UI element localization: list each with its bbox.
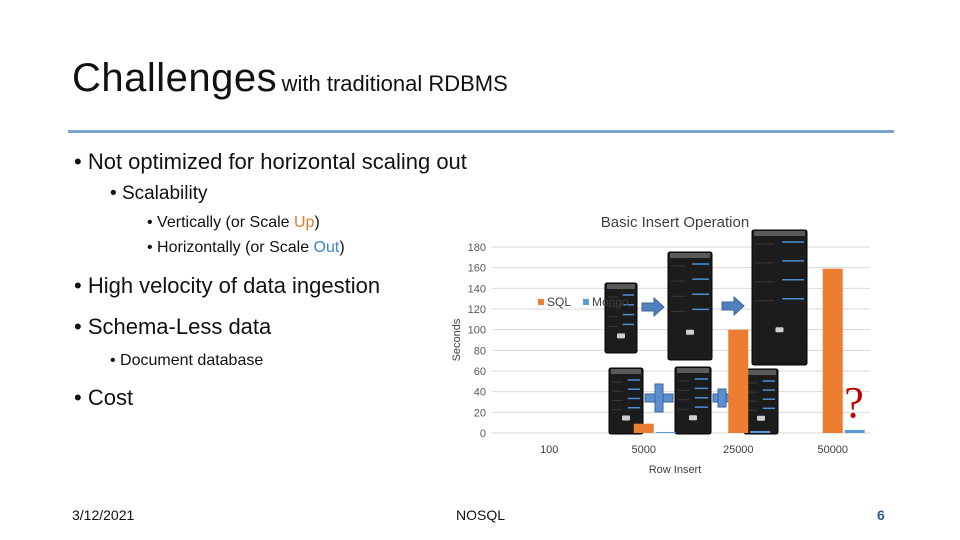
bar-mongo [844, 429, 865, 433]
bullet-cost-text: Cost [87, 385, 134, 410]
x-tick-label: 100 [540, 444, 558, 456]
x-tick-label: 25000 [723, 444, 754, 456]
server-body [751, 229, 808, 366]
y-tick-label: 0 [480, 428, 486, 440]
bullet-velocity-text: High velocity of data ingestion [87, 273, 381, 298]
bullet-scalability-text: Scalability [121, 183, 208, 204]
y-tick-label: 120 [468, 304, 486, 316]
server-badge [757, 415, 765, 421]
bullet-document-text: Document database [120, 352, 264, 369]
bullet-schema: • Schema-Less data [74, 314, 272, 339]
server-top [677, 368, 709, 373]
bullet-cost: • Cost [74, 385, 134, 410]
chart-title: Basic Insert Operation [601, 214, 749, 231]
plus-v [654, 383, 664, 413]
server-badge [617, 333, 625, 339]
server-top [746, 370, 776, 375]
bar-sql [822, 268, 843, 433]
title-main: Challenges [72, 56, 278, 100]
server-badge [775, 327, 784, 333]
server-badge [622, 415, 630, 421]
page-number: 6 [877, 507, 885, 523]
server-icon [751, 229, 808, 366]
server-icon [674, 366, 712, 435]
arrow-right-icon [721, 295, 745, 317]
legend: SQL Mongo [538, 295, 629, 309]
plus-v [717, 388, 727, 408]
bar-sql [728, 329, 749, 433]
server-body [674, 366, 712, 435]
y-tick-label: 180 [468, 242, 486, 254]
server-icon [608, 367, 644, 435]
legend-label: Mongo [592, 295, 629, 309]
server-badge [686, 329, 694, 335]
horizontal-close: ) [339, 239, 345, 256]
arrow-shape [641, 296, 665, 318]
bullet-schema-text: Schema-Less data [87, 314, 272, 339]
insert-chart: Basic Insert Operation 0 20 40 60 80 100 120 140… [451, 214, 870, 476]
legend-label: SQL [547, 295, 571, 309]
bullet-horizontal: • Horizontally (or Scale Out) [147, 239, 345, 256]
footer-date: 3/12/2021 [72, 507, 135, 523]
vertical-highlight: Up [293, 214, 315, 231]
server-icon [743, 368, 779, 435]
vertical-text: Vertically (or Scale [157, 214, 294, 231]
bar-mongo [750, 430, 771, 433]
server-top [670, 253, 710, 258]
server-body [667, 251, 713, 361]
annotation-question: ? [844, 378, 864, 427]
bar-mongo [655, 431, 676, 433]
y-tick-label: 160 [468, 263, 486, 275]
bullet-horizontal-text: Not optimized for horizontal scaling out [87, 149, 467, 174]
x-tick-label: 5000 [632, 444, 656, 456]
server-icon [667, 251, 713, 361]
bullet-vertical: • Vertically (or Scale Up) [147, 214, 320, 231]
y-tick-label: 20 [474, 407, 486, 419]
bullet-scalability: • Scalability [110, 183, 208, 204]
bullet-velocity: • High velocity of data ingestion [74, 273, 381, 298]
server-body [604, 282, 638, 354]
y-tick-label: 80 [474, 345, 486, 357]
title-divider [68, 130, 894, 133]
legend-swatch [538, 299, 544, 305]
slide-title: Challenges with traditional RDBMS [72, 56, 508, 101]
horizontal-highlight: Out [313, 239, 340, 256]
server-badge [689, 415, 697, 421]
bullet-horizontal-scaling: • Not optimized for horizontal scaling o… [74, 149, 467, 174]
y-tick-label: 100 [468, 325, 486, 337]
server-top [754, 231, 805, 236]
y-tick-label: 60 [474, 366, 486, 378]
bar-sql [633, 423, 654, 433]
vertical-close: ) [314, 214, 320, 231]
server-top [611, 369, 641, 374]
y-tick-label: 40 [474, 387, 486, 399]
bullet-document: • Document database [110, 352, 264, 369]
y-axis-label: Seconds [451, 318, 463, 361]
x-axis-label: Row Insert [649, 464, 702, 476]
arrow-shape [721, 295, 745, 317]
arrow-right-icon [641, 296, 665, 318]
server-top [607, 284, 635, 289]
server-icon [604, 282, 638, 354]
legend-swatch [583, 299, 589, 305]
footer-center: NOSQL [456, 507, 506, 523]
horizontal-text: Horizontally (or Scale [157, 239, 314, 256]
y-tick-label: 140 [468, 283, 486, 295]
server-body [608, 367, 644, 435]
title-sub: with traditional RDBMS [281, 71, 508, 96]
plus-icon [644, 383, 674, 413]
x-tick-label: 50000 [817, 444, 848, 456]
